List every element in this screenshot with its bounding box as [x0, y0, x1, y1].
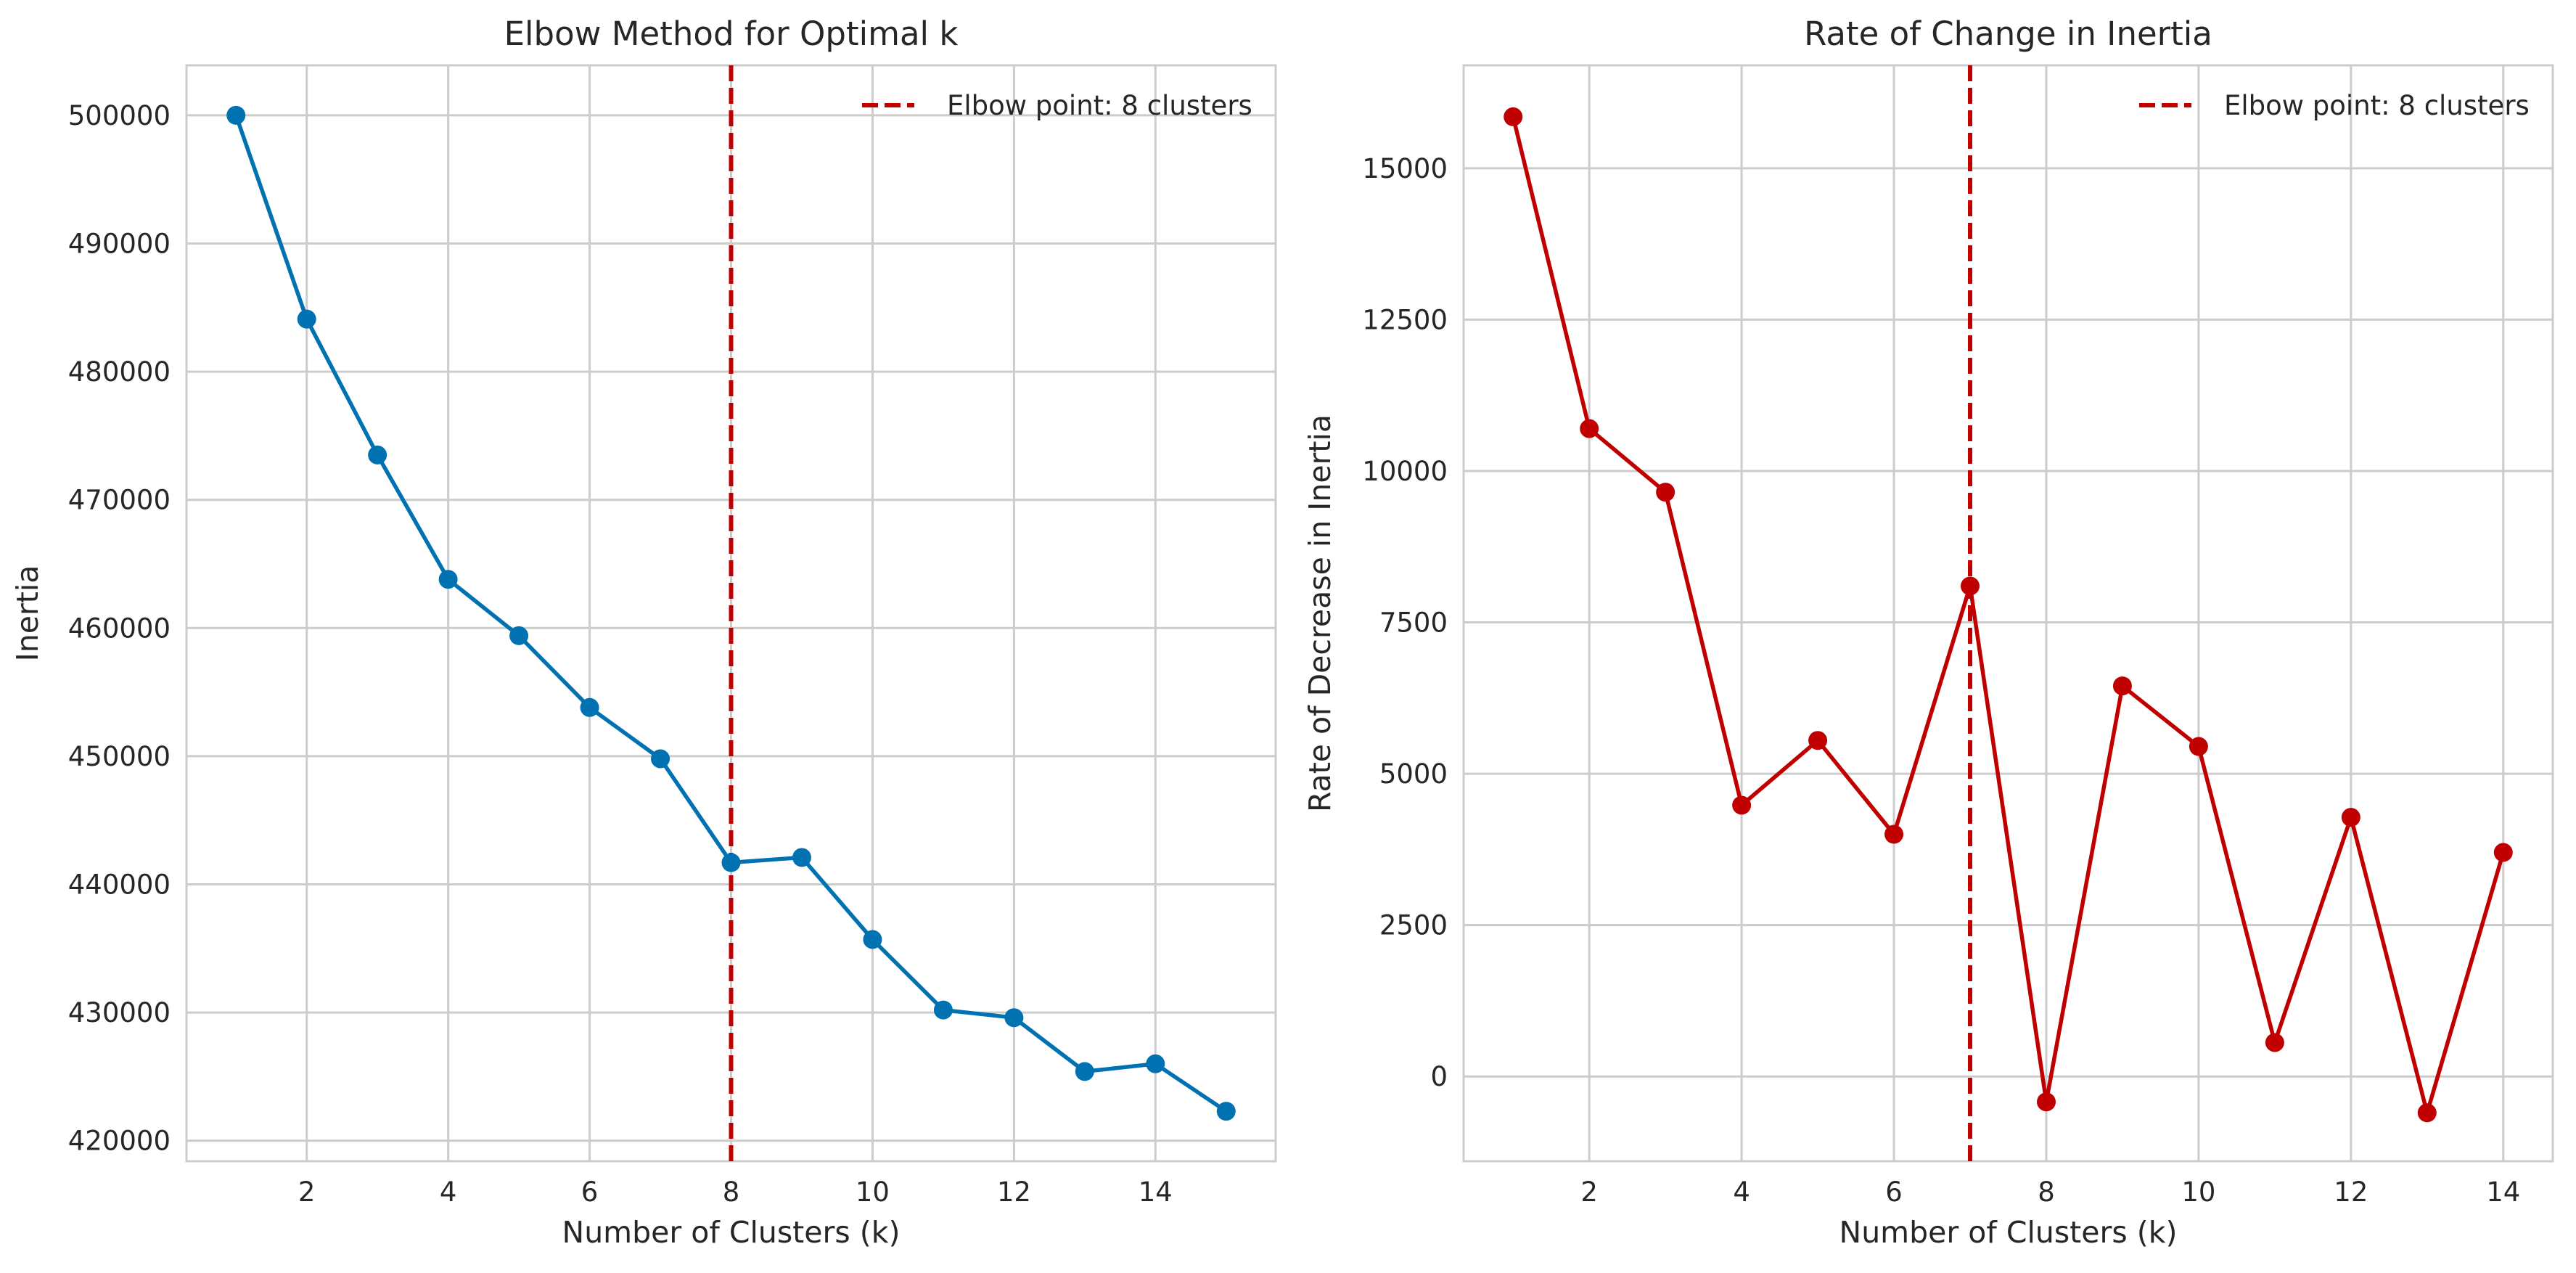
right-data-point	[1808, 731, 1828, 750]
left-y-tick-label: 460000	[68, 613, 171, 644]
right-x-axis-label: Number of Clusters (k)	[1839, 1215, 2178, 1250]
right-y-tick-label: 10000	[1362, 456, 1448, 487]
right-y-tick-label: 2500	[1379, 910, 1448, 941]
left-y-tick-label: 470000	[68, 485, 171, 516]
left-y-tick-label: 490000	[68, 228, 171, 259]
right-chart-title: Rate of Change in Inertia	[1804, 15, 2212, 53]
left-x-tick-label: 4	[440, 1176, 457, 1208]
right-data-point	[2493, 843, 2513, 862]
left-x-tick-label: 10	[856, 1176, 890, 1208]
left-y-tick-label: 480000	[68, 356, 171, 388]
right-data-point	[1504, 107, 1523, 126]
right-y-tick-label: 5000	[1379, 758, 1448, 790]
right-x-tick-label: 6	[1885, 1176, 1903, 1208]
right-data-point	[1961, 576, 1980, 596]
left-y-tick-label: 450000	[68, 741, 171, 772]
right-data-point	[1656, 483, 1675, 502]
right-y-tick-label: 12500	[1362, 304, 1448, 335]
left-data-point	[509, 626, 529, 645]
left-chart-title: Elbow Method for Optimal k	[504, 15, 959, 53]
left-data-point	[933, 1000, 953, 1020]
right-data-point	[1884, 824, 1904, 844]
left-y-tick-label: 500000	[68, 100, 171, 131]
left-data-point	[863, 930, 882, 949]
right-data-point	[1732, 795, 1752, 815]
right-y-axis-label: Rate of Decrease in Inertia	[1303, 414, 1337, 812]
right-data-point	[2036, 1092, 2056, 1112]
right-legend-label: Elbow point: 8 clusters	[2224, 90, 2530, 121]
left-data-point	[792, 848, 811, 867]
left-data-point	[580, 697, 599, 717]
left-y-tick-label: 420000	[68, 1126, 171, 1157]
left-x-tick-label: 2	[298, 1176, 316, 1208]
left-data-point	[651, 749, 670, 769]
right-axes-frame	[1462, 64, 2554, 1163]
left-legend: Elbow point: 8 clusters	[862, 90, 1252, 121]
left-data-point	[1075, 1062, 1094, 1081]
left-legend-label: Elbow point: 8 clusters	[947, 90, 1252, 121]
right-x-tick-label: 2	[1580, 1176, 1598, 1208]
left-data-point	[721, 853, 741, 872]
right-data-point	[2189, 737, 2208, 756]
left-x-tick-label: 8	[723, 1176, 740, 1208]
left-x-axis-label: Number of Clusters (k)	[562, 1215, 901, 1250]
left-data-point	[226, 105, 246, 125]
right-chart: 2 4 6 8 10 12 14 0 2500 5000 7500 10000 12500 15000 Ra…	[1303, 15, 2554, 1250]
right-legend: Elbow point: 8 clusters	[2139, 90, 2530, 121]
left-x-tick-label: 6	[581, 1176, 599, 1208]
right-data-point	[2265, 1033, 2284, 1052]
right-x-tick-label: 10	[2181, 1176, 2215, 1208]
left-y-tick-label: 430000	[68, 997, 171, 1028]
right-data-point	[2112, 676, 2132, 696]
right-x-tick-label: 8	[2038, 1176, 2055, 1208]
right-y-tick-label: 0	[1430, 1061, 1448, 1092]
right-x-tick-label: 12	[2334, 1176, 2368, 1208]
left-x-tick-label: 12	[997, 1176, 1031, 1208]
right-y-tick-label: 15000	[1362, 153, 1448, 184]
left-data-point	[1146, 1054, 1165, 1073]
right-x-tick-label: 14	[2486, 1176, 2520, 1208]
left-chart: 2 4 6 8 10 12 14 420000 430000 440000 450000 460000…	[10, 15, 1277, 1250]
left-x-tick-label: 14	[1139, 1176, 1173, 1208]
left-data-point	[1004, 1008, 1024, 1028]
right-data-point	[1580, 419, 1599, 438]
right-data-point	[2417, 1103, 2437, 1123]
right-x-tick-label: 4	[1733, 1176, 1750, 1208]
right-y-tick-label: 7500	[1379, 607, 1448, 639]
left-y-tick-label: 440000	[68, 869, 171, 901]
left-data-point	[297, 309, 316, 329]
left-data-point	[438, 570, 458, 589]
left-data-point	[368, 445, 387, 464]
right-data-point	[2341, 808, 2360, 827]
left-data-point	[1216, 1102, 1236, 1121]
right-series-line	[1511, 116, 2506, 1116]
left-y-axis-label: Inertia	[10, 565, 45, 662]
